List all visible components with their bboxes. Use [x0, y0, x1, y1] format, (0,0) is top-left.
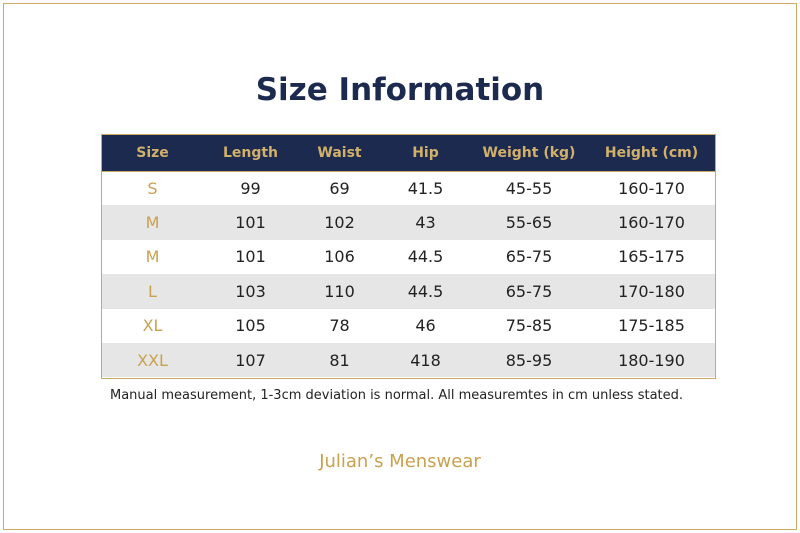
cell-waist: 78 — [329, 316, 350, 336]
header-weight: Weight (kg) — [470, 135, 588, 172]
header-length: Length — [203, 135, 298, 172]
table-row: S 99 69 41.5 45-55 160-170 — [102, 171, 715, 205]
size-table-body: S 99 69 41.5 45-55 160-170 M 101 102 43 … — [102, 171, 715, 378]
table-row: M 101 106 44.5 65-75 165-175 — [102, 240, 715, 274]
size-table: Size Length Waist Hip Weight (kg) Height… — [102, 135, 715, 378]
size-table-header: Size Length Waist Hip Weight (kg) Height… — [102, 135, 715, 172]
header-size: Size — [102, 135, 203, 172]
header-row: Size Length Waist Hip Weight (kg) Height… — [102, 135, 715, 172]
header-hip: Hip — [381, 135, 470, 172]
cell-length: 105 — [235, 316, 266, 336]
header-height: Height (cm) — [588, 135, 715, 172]
cell-waist: 69 — [329, 178, 350, 198]
cell-hip: 44.5 — [407, 247, 444, 267]
cell-height: 160-170 — [618, 213, 685, 233]
cell-waist: 81 — [329, 350, 350, 370]
cell-size: M — [145, 247, 160, 267]
header-waist: Waist — [298, 135, 381, 172]
cell-weight: 45-55 — [505, 178, 553, 198]
cell-size: M — [145, 213, 160, 233]
cell-height: 175-185 — [618, 316, 685, 336]
table-row: XXL 107 81 418 85-95 180-190 — [102, 342, 715, 378]
brand-name: Julian’s Menswear — [319, 451, 481, 472]
measurement-note: Manual measurement, 1-3cm deviation is n… — [110, 388, 684, 403]
cell-hip: 43 — [415, 213, 436, 233]
cell-hip: 41.5 — [407, 178, 444, 198]
cell-length: 103 — [235, 281, 266, 301]
cell-waist: 102 — [324, 213, 355, 233]
table-row: M 101 102 43 55-65 160-170 — [102, 205, 715, 240]
cell-height: 160-170 — [618, 178, 685, 198]
cell-weight: 65-75 — [505, 247, 553, 267]
cell-size: L — [148, 281, 157, 301]
cell-length: 101 — [235, 247, 266, 267]
cell-weight: 55-65 — [505, 213, 553, 233]
cell-height: 165-175 — [618, 247, 685, 267]
cell-size: XXL — [137, 350, 168, 370]
cell-height: 180-190 — [618, 350, 685, 370]
cell-length: 99 — [240, 178, 261, 198]
cell-hip: 46 — [415, 316, 436, 336]
cell-length: 107 — [235, 350, 266, 370]
cell-waist: 110 — [324, 281, 355, 301]
cell-length: 101 — [235, 213, 266, 233]
cell-weight: 65-75 — [505, 281, 553, 301]
cell-hip: 418 — [410, 350, 441, 370]
cell-weight: 85-95 — [505, 350, 553, 370]
cell-weight: 75-85 — [505, 316, 553, 336]
cell-hip: 44.5 — [407, 281, 444, 301]
size-table-container: Size Length Waist Hip Weight (kg) Height… — [101, 134, 716, 379]
table-row: L 103 110 44.5 65-75 170-180 — [102, 274, 715, 309]
cell-size: S — [147, 178, 158, 198]
cell-waist: 106 — [324, 247, 355, 267]
cell-height: 170-180 — [618, 281, 685, 301]
cell-size: XL — [142, 316, 163, 336]
table-row: XL 105 78 46 75-85 175-185 — [102, 309, 715, 343]
page-title: Size Information — [255, 72, 545, 108]
